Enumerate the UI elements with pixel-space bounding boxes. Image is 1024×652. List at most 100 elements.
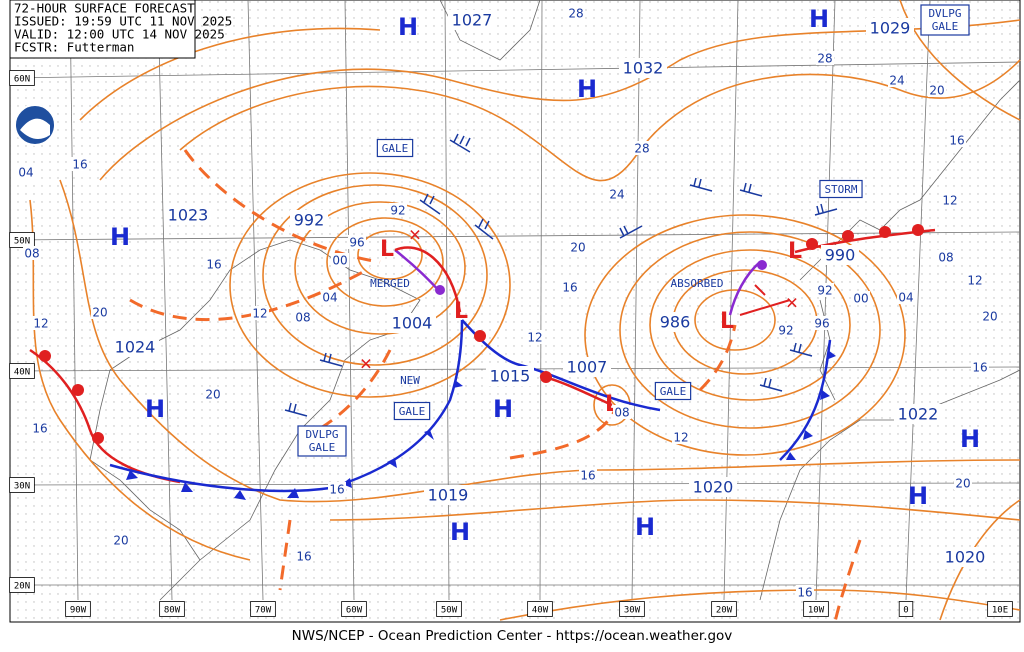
pressure-label-bg (894, 404, 942, 424)
pressure-label-bg (821, 245, 859, 265)
isobar-label: 92 (817, 284, 832, 298)
latitude-label-box (9, 477, 35, 493)
pressure-label-bg (689, 477, 737, 497)
isobars (29, 0, 1021, 621)
note-label: ABSORBED (671, 277, 724, 290)
warning-label-box (654, 381, 692, 401)
isobar-label: 20 (955, 477, 970, 491)
pressure-label: 1029 (870, 19, 911, 38)
warning-label: GALE (660, 385, 687, 398)
pressure-label: 990 (825, 246, 856, 265)
isobar-label: 92 (778, 324, 793, 338)
isobar-label-bg (204, 387, 222, 401)
isobar-label-bg (852, 291, 870, 305)
isobar-label: 28 (817, 52, 832, 66)
isobar-label-bg (331, 253, 349, 267)
note-label: NEW (400, 374, 420, 387)
isobar-label-bg (294, 310, 312, 324)
header-line: VALID: 12:00 UTC 14 NOV 2025 (14, 27, 225, 42)
isobar-label: 12 (942, 194, 957, 208)
warning-label-box (297, 425, 347, 457)
isobar-label-bg (328, 482, 346, 496)
isobar-label-bg (613, 405, 631, 419)
isobar-label-bg (112, 533, 130, 547)
pressure-label: 1022 (898, 405, 939, 424)
latitude-label: 60N (14, 75, 30, 85)
pressure-label-bg (424, 485, 472, 505)
high-marker: H (398, 13, 418, 41)
high-marker: H (577, 75, 597, 103)
high-marker: H (960, 425, 980, 453)
low-marker: L (454, 299, 468, 324)
low-marker: L (788, 239, 802, 264)
longitude-label: 50W (441, 606, 458, 616)
longitude-label: 20W (716, 606, 733, 616)
map-labels: 60N 50N 40N 30N 20N 90W 80W 70W 60W 50W 40W 30W 20W 1… (9, 4, 1013, 617)
isobar-label-bg (888, 73, 906, 87)
svg-text:✕: ✕ (359, 355, 372, 374)
header-box (9, 0, 196, 59)
isobar-label-bg (777, 323, 795, 337)
longitude-label-box (436, 601, 462, 617)
isobar-label: 16 (32, 422, 47, 436)
latitude-label-box (9, 70, 35, 86)
pressure-label-bg (563, 357, 611, 377)
high-marker: H (493, 395, 513, 423)
pressure-label: 1027 (452, 11, 493, 30)
isobar-label: 24 (889, 74, 904, 88)
isobar-label-bg (608, 187, 626, 201)
isobar-label-bg (567, 6, 585, 20)
isobar-label: 96 (814, 317, 829, 331)
pressure-label-bg (388, 313, 436, 333)
high-marker: H (110, 223, 130, 251)
isobar-label-bg (937, 250, 955, 264)
header-line: 72-HOUR SURFACE FORECAST (14, 1, 195, 16)
isobar-label-bg (954, 476, 972, 490)
high-marker: H (809, 5, 829, 33)
isobar-label: 16 (972, 361, 987, 375)
longitude-label: 10E (992, 606, 1008, 616)
longitude-label: 60W (346, 606, 363, 616)
latitude-label-box (9, 577, 35, 593)
longitude-label-box (159, 601, 185, 617)
pressure-label-bg (111, 337, 159, 357)
isobar-label-bg (71, 157, 89, 171)
isobar-label: 16 (580, 469, 595, 483)
longitude-label-box (65, 601, 91, 617)
isobar-label: 12 (673, 431, 688, 445)
isobar-label: 16 (72, 158, 87, 172)
isobar-label-bg (23, 246, 41, 260)
pressure-label-bg (486, 366, 534, 386)
isobar-label: 08 (614, 406, 629, 420)
isobar-label-bg (816, 51, 834, 65)
isobar-label: 12 (33, 317, 48, 331)
warning-label-box (819, 179, 863, 199)
low-marker: L (720, 309, 734, 334)
isobar-label: 28 (568, 7, 583, 21)
isobar-label: 20 (982, 310, 997, 324)
svg-text:✕: ✕ (408, 226, 421, 245)
isobar-label-bg (981, 309, 999, 323)
longitude-label: 30W (624, 606, 641, 616)
isobar-label: 00 (332, 254, 347, 268)
pressure-label: 1023 (168, 206, 209, 225)
footer: NWS/NCEP - Ocean Prediction Center - htt… (292, 628, 733, 644)
isobar-label: 04 (18, 166, 33, 180)
pressure-label: 1024 (115, 338, 156, 357)
warning-label: DVLPG GALE (305, 428, 338, 454)
isobar-label: 12 (967, 274, 982, 288)
svg-text:✕: ✕ (785, 294, 798, 313)
pressure-label: 986 (660, 313, 691, 332)
isobar-label: 16 (296, 550, 311, 564)
longitude-label-box (250, 601, 276, 617)
longitude-label: 70W (255, 606, 272, 616)
isobar-label: 08 (938, 251, 953, 265)
pressure-label: 1032 (623, 59, 664, 78)
pressure-label: 1020 (693, 478, 734, 497)
isobar-label: 08 (24, 247, 39, 261)
isobar-label: 16 (562, 281, 577, 295)
isobar-label-bg (31, 421, 49, 435)
isobar-label-bg (796, 585, 814, 599)
warning-label-box (376, 138, 414, 158)
